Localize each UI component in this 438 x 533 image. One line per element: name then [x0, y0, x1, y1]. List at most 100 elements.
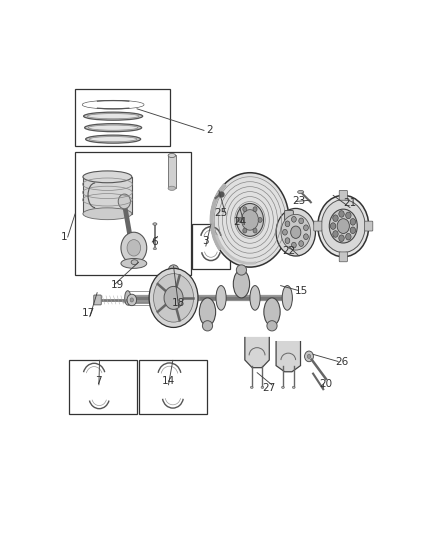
Circle shape — [253, 207, 257, 212]
Circle shape — [243, 207, 247, 212]
Circle shape — [241, 209, 258, 230]
Circle shape — [164, 286, 183, 309]
Circle shape — [130, 298, 134, 302]
FancyBboxPatch shape — [285, 211, 293, 229]
Text: 24: 24 — [233, 217, 247, 227]
Ellipse shape — [85, 124, 141, 132]
Ellipse shape — [251, 386, 253, 389]
Circle shape — [299, 241, 304, 246]
Bar — [139, 360, 207, 414]
Circle shape — [291, 226, 301, 238]
Circle shape — [211, 173, 289, 267]
Text: 20: 20 — [320, 379, 333, 389]
Circle shape — [153, 273, 194, 322]
Circle shape — [339, 235, 344, 241]
FancyBboxPatch shape — [365, 221, 373, 231]
Ellipse shape — [216, 286, 226, 310]
Bar — [69, 360, 137, 414]
Circle shape — [118, 194, 131, 209]
Text: 27: 27 — [262, 383, 275, 393]
Text: 25: 25 — [215, 207, 228, 217]
Ellipse shape — [264, 298, 280, 326]
Polygon shape — [83, 177, 132, 214]
Text: 22: 22 — [283, 246, 296, 256]
Text: 15: 15 — [295, 286, 308, 295]
Ellipse shape — [267, 321, 277, 331]
FancyBboxPatch shape — [339, 252, 347, 262]
Ellipse shape — [298, 190, 304, 193]
Bar — [75, 88, 170, 146]
Circle shape — [307, 354, 311, 358]
Bar — [75, 152, 191, 276]
Circle shape — [238, 217, 242, 222]
Text: 7: 7 — [95, 376, 102, 386]
Circle shape — [304, 351, 314, 362]
Circle shape — [127, 294, 137, 306]
Circle shape — [276, 208, 315, 256]
Circle shape — [127, 240, 141, 256]
Ellipse shape — [84, 112, 143, 120]
Ellipse shape — [83, 101, 144, 109]
Ellipse shape — [153, 248, 156, 249]
Text: 14: 14 — [162, 376, 175, 386]
Circle shape — [121, 232, 147, 263]
Text: 17: 17 — [81, 309, 95, 319]
Polygon shape — [168, 156, 176, 188]
Ellipse shape — [182, 286, 192, 310]
Circle shape — [318, 195, 369, 257]
Text: 26: 26 — [335, 357, 348, 367]
Ellipse shape — [88, 125, 138, 130]
Circle shape — [333, 231, 338, 237]
Ellipse shape — [261, 386, 264, 389]
Text: 1: 1 — [61, 232, 67, 242]
Ellipse shape — [282, 286, 293, 310]
Ellipse shape — [199, 298, 215, 326]
Circle shape — [337, 219, 350, 233]
Ellipse shape — [202, 321, 212, 331]
Polygon shape — [276, 341, 300, 372]
Text: 21: 21 — [343, 198, 357, 208]
Circle shape — [346, 212, 351, 219]
Circle shape — [350, 219, 356, 225]
Circle shape — [283, 229, 287, 235]
Ellipse shape — [153, 223, 157, 225]
Ellipse shape — [125, 290, 131, 305]
Circle shape — [329, 209, 357, 243]
Text: 6: 6 — [152, 237, 158, 247]
Text: 18: 18 — [172, 298, 185, 308]
FancyBboxPatch shape — [314, 221, 322, 231]
Circle shape — [333, 215, 338, 221]
Ellipse shape — [87, 114, 139, 119]
FancyBboxPatch shape — [339, 190, 347, 200]
Text: 23: 23 — [293, 197, 306, 206]
Ellipse shape — [250, 286, 260, 310]
Ellipse shape — [168, 154, 176, 158]
Circle shape — [339, 211, 344, 217]
Bar — [192, 224, 230, 269]
Ellipse shape — [83, 171, 132, 183]
Ellipse shape — [89, 136, 137, 142]
Ellipse shape — [86, 135, 141, 143]
Circle shape — [285, 238, 290, 244]
Circle shape — [299, 218, 304, 224]
Polygon shape — [245, 337, 269, 368]
Circle shape — [304, 225, 308, 231]
Text: 3: 3 — [202, 236, 209, 246]
Circle shape — [258, 217, 262, 222]
Ellipse shape — [166, 270, 182, 298]
Circle shape — [149, 268, 198, 327]
Ellipse shape — [168, 186, 176, 190]
Circle shape — [350, 227, 356, 233]
Text: 2: 2 — [206, 125, 212, 135]
Ellipse shape — [150, 286, 160, 310]
Ellipse shape — [131, 260, 138, 265]
Circle shape — [321, 199, 365, 253]
FancyBboxPatch shape — [94, 295, 101, 305]
Ellipse shape — [83, 208, 132, 220]
Ellipse shape — [121, 259, 147, 268]
Circle shape — [346, 233, 351, 240]
Circle shape — [292, 242, 296, 248]
Circle shape — [304, 234, 308, 239]
Ellipse shape — [86, 102, 140, 107]
Circle shape — [330, 223, 336, 229]
